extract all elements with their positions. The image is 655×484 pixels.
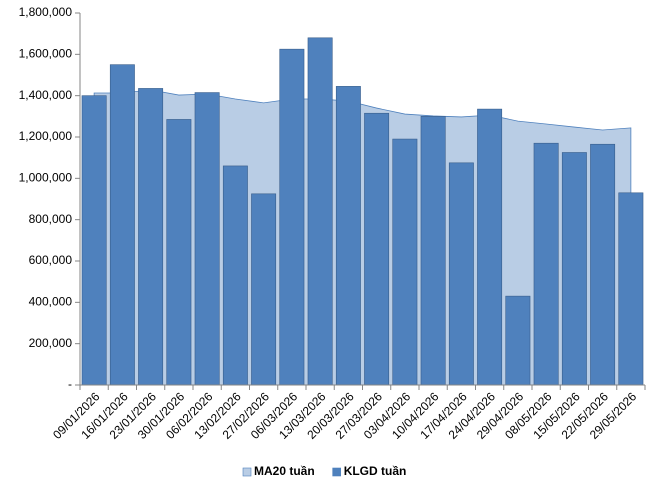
bar — [618, 192, 644, 386]
bar — [251, 193, 277, 386]
bar — [279, 48, 305, 386]
bar — [364, 112, 390, 386]
bar — [561, 152, 587, 386]
bar — [533, 142, 559, 386]
bar — [505, 295, 531, 386]
y-tick-label: 1,400,000 — [19, 88, 73, 102]
bar — [166, 119, 192, 386]
bar — [138, 88, 164, 386]
y-tick-label: 1,200,000 — [19, 129, 73, 143]
legend-swatch — [242, 467, 252, 477]
y-tick-label: 400,000 — [29, 295, 73, 309]
y-tick-label: 1,000,000 — [19, 171, 73, 185]
bar — [448, 162, 474, 386]
y-tick-label: 1,600,000 — [19, 47, 73, 61]
y-tick-label: 200,000 — [29, 336, 73, 350]
y-tick-label: 600,000 — [29, 253, 73, 267]
legend-label: KLGD tuần — [344, 464, 407, 478]
bar — [109, 64, 135, 386]
y-tick-label: - — [68, 377, 72, 391]
bar — [81, 95, 107, 386]
bar — [307, 37, 333, 386]
legend-label: MA20 tuần — [254, 464, 315, 478]
bar — [194, 92, 220, 386]
bar — [420, 116, 446, 386]
bar — [590, 143, 616, 386]
y-tick-label: 1,800,000 — [19, 5, 73, 19]
bar — [222, 165, 248, 386]
y-tick-label: 800,000 — [29, 212, 73, 226]
bar — [335, 86, 361, 386]
bar — [392, 138, 418, 386]
bar — [477, 108, 503, 386]
legend-swatch — [332, 467, 341, 477]
